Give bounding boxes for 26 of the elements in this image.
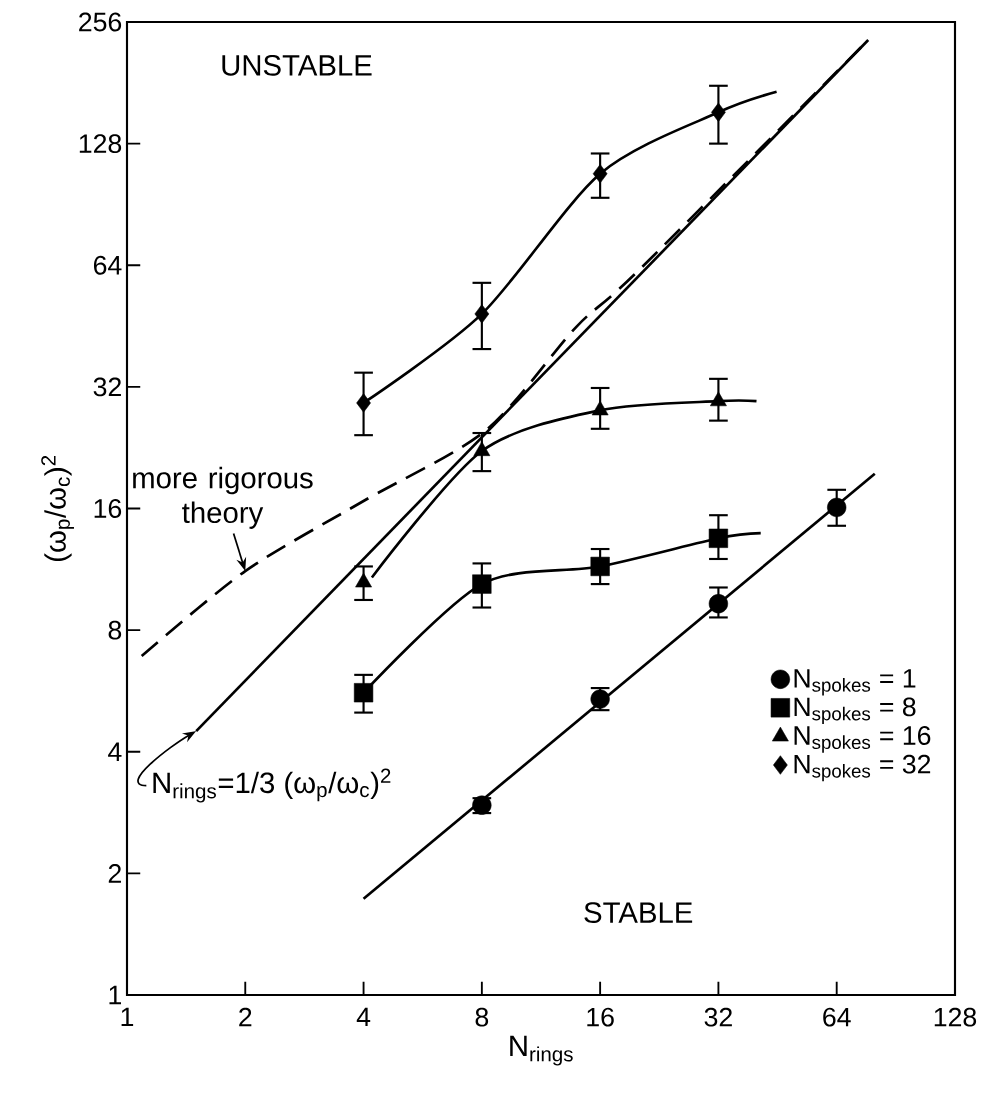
y-tick-label: 1	[109, 985, 121, 1005]
y-tick-label: 128	[79, 134, 122, 154]
y-tick-label: 2	[108, 864, 121, 883]
x-tick-label: 2	[239, 1007, 252, 1027]
x-tick-label: 64	[823, 1007, 851, 1027]
x-tick-label: 128	[934, 1007, 977, 1027]
x-tick-label: 8	[475, 1007, 489, 1027]
legend-label: N$_{spokes}$ = 32	[794, 754, 931, 782]
legend-label: N$_{spokes}$ = 1	[794, 669, 916, 696]
y-tick-label: 8	[108, 620, 122, 640]
x-tick-label: 4	[356, 1007, 371, 1027]
y-tick-label: 256	[79, 12, 122, 32]
annotation: N$_{rings}$=1/3 (ω$_{p}$/ω$_{c}$)$^{2}$	[153, 768, 391, 803]
legend-label: N$_{spokes}$ = 16	[794, 726, 931, 753]
annotation: STABLE	[584, 902, 693, 923]
legend-label: N$_{spokes}$ = 8	[794, 697, 916, 725]
y-tick-label: 16	[94, 499, 122, 518]
x-axis-title: N$_{rings}$	[510, 1035, 573, 1066]
annotation: UNSTABLE	[222, 54, 372, 76]
y-tick-label: 32	[93, 377, 121, 397]
y-tick-label: 4	[108, 742, 122, 761]
y-axis-title: (ω$_{p}$/ω$_{c}$)$^{2}$	[41, 455, 74, 561]
y-tick-label: 64	[93, 255, 122, 275]
annotation: more rigorous theory	[133, 466, 313, 529]
x-tick-label: 16	[587, 1007, 614, 1027]
x-tick-label: 32	[704, 1007, 732, 1027]
